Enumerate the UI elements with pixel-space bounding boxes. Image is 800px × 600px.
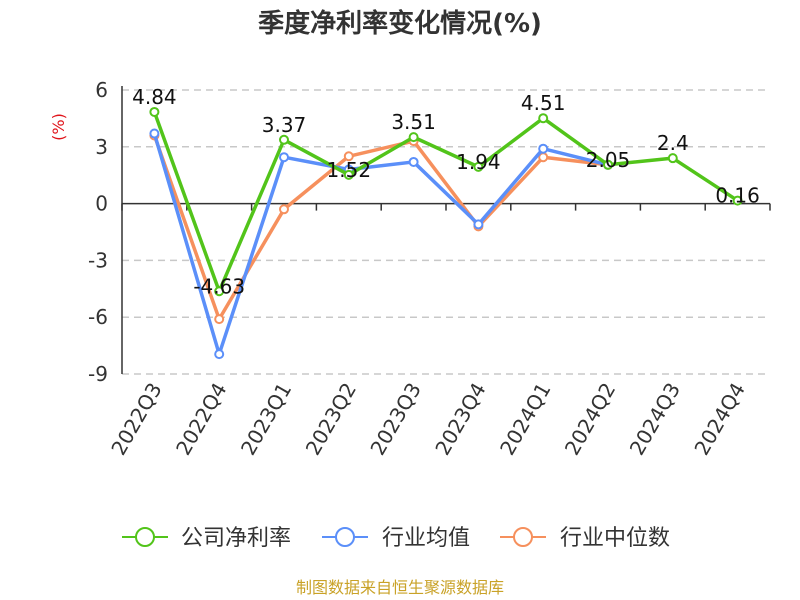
x-tick-label: 2023Q4 <box>430 379 490 460</box>
data-label: 2.05 <box>586 148 631 172</box>
legend-item-2[interactable]: 行业中位数 <box>500 526 670 551</box>
series-0-point[interactable] <box>732 195 743 206</box>
series-0-point[interactable] <box>279 134 289 145</box>
y-axis-unit: (%) <box>49 113 68 141</box>
x-tick-label: 2024Q1 <box>495 379 555 460</box>
series-layer <box>149 106 743 360</box>
legend-swatch-marker <box>513 527 533 547</box>
data-label: 3.51 <box>391 110 436 134</box>
series-1-point[interactable] <box>538 143 549 154</box>
series-line-1 <box>152 133 609 356</box>
x-tick-label: 2022Q4 <box>171 379 231 460</box>
data-labels: 4.84 -4.63 3.37 1.52 3.51 1.94 4.51 2.05 2.4 0.16 <box>132 85 760 298</box>
data-label: 2.4 <box>657 131 689 155</box>
y-tick-label: -9 <box>88 362 108 386</box>
x-tick-label: 2023Q2 <box>301 379 361 460</box>
data-label: 4.51 <box>521 91 566 115</box>
data-label: 4.84 <box>132 85 177 109</box>
x-tick-label: 2024Q2 <box>560 379 620 460</box>
series-0-point[interactable] <box>343 169 354 180</box>
x-tick-label: 2024Q3 <box>625 379 685 460</box>
legend[interactable]: 公司净利率 行业均值 行业中位数 <box>122 526 670 551</box>
series-2-point[interactable] <box>214 314 225 325</box>
data-label: 1.52 <box>327 158 372 182</box>
legend-label: 公司净利率 <box>181 526 291 551</box>
x-tick-label: 2024Q4 <box>689 379 749 460</box>
series-2-point[interactable] <box>343 151 354 162</box>
data-label: 3.37 <box>262 113 307 137</box>
series-2-point[interactable] <box>279 204 289 215</box>
y-tick-label: 6 <box>95 78 108 102</box>
series-0-point[interactable] <box>667 153 678 164</box>
series-1-point[interactable] <box>473 219 484 230</box>
chart-title: 季度净利率变化情况(%) <box>258 8 542 39</box>
series-1-point[interactable] <box>408 156 419 167</box>
series-1-point[interactable] <box>279 152 289 163</box>
y-tick-label: -6 <box>88 305 108 329</box>
x-tick-label: 2023Q3 <box>365 379 425 460</box>
data-label: 0.16 <box>715 184 760 208</box>
series-0-point[interactable] <box>473 161 484 172</box>
x-tick-label: 2023Q1 <box>236 379 296 460</box>
series-1-point[interactable] <box>149 128 160 139</box>
legend-swatch-marker <box>135 527 155 547</box>
series-0-point[interactable] <box>408 132 419 143</box>
series-0-point[interactable] <box>538 113 549 124</box>
data-label: -4.63 <box>193 274 245 298</box>
y-tick-label: -3 <box>88 248 108 272</box>
series-line-0 <box>152 111 739 294</box>
legend-item-1[interactable]: 行业均值 <box>322 526 470 551</box>
series-0-point[interactable] <box>214 286 225 297</box>
y-tick-label: 3 <box>95 135 108 159</box>
legend-swatch-marker <box>335 527 355 547</box>
legend-label: 行业均值 <box>382 526 470 551</box>
series-0-point[interactable] <box>603 159 613 170</box>
x-tick-label: 2022Q3 <box>106 379 166 460</box>
data-source-note: 制图数据来自恒生聚源数据库 <box>296 578 504 597</box>
series-1-point[interactable] <box>214 349 225 360</box>
y-tick-label: 0 <box>95 192 108 216</box>
series-line-2 <box>152 134 609 321</box>
series-0-point[interactable] <box>149 106 160 117</box>
data-label: 1.94 <box>456 150 501 174</box>
legend-item-0[interactable]: 公司净利率 <box>122 526 291 551</box>
legend-label: 行业中位数 <box>560 526 670 551</box>
